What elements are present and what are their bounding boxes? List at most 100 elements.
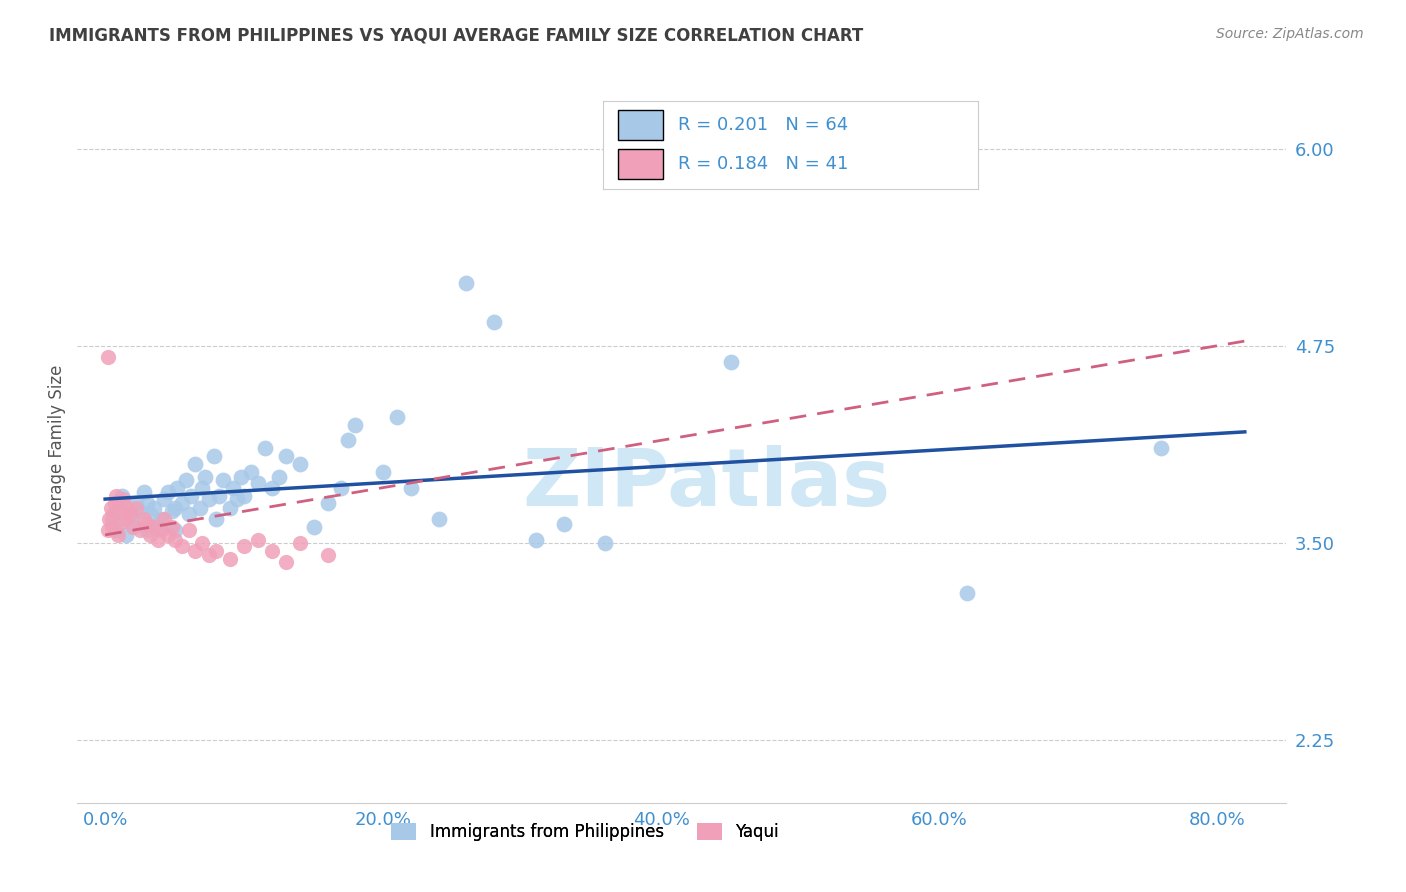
Point bbox=[107, 528, 129, 542]
Point bbox=[198, 491, 221, 506]
Point bbox=[149, 523, 172, 537]
Point bbox=[202, 449, 225, 463]
Point bbox=[427, 512, 450, 526]
Point bbox=[288, 457, 311, 471]
Point bbox=[180, 489, 202, 503]
Point bbox=[170, 496, 193, 510]
Point bbox=[152, 512, 174, 526]
Point bbox=[98, 512, 121, 526]
Point bbox=[128, 523, 150, 537]
Point bbox=[288, 535, 311, 549]
Point bbox=[125, 501, 148, 516]
Point bbox=[188, 501, 211, 516]
Point bbox=[231, 469, 253, 483]
Text: ZIPatlas: ZIPatlas bbox=[522, 445, 890, 523]
Point bbox=[138, 508, 160, 522]
Point bbox=[484, 315, 506, 329]
Point bbox=[184, 543, 207, 558]
Point bbox=[184, 457, 207, 471]
Point bbox=[97, 523, 120, 537]
Point bbox=[316, 496, 339, 510]
Point bbox=[111, 489, 134, 503]
Point bbox=[177, 523, 200, 537]
Point bbox=[112, 491, 135, 506]
Point bbox=[177, 508, 200, 522]
Point bbox=[101, 512, 124, 526]
Point bbox=[956, 586, 979, 600]
Point bbox=[132, 512, 155, 526]
Point bbox=[219, 551, 242, 566]
Point bbox=[205, 543, 228, 558]
Point bbox=[146, 533, 169, 547]
Point bbox=[132, 485, 155, 500]
Point bbox=[108, 516, 131, 531]
Point bbox=[120, 508, 142, 522]
Point bbox=[135, 496, 157, 510]
Point bbox=[163, 533, 186, 547]
Point bbox=[385, 409, 408, 424]
Point bbox=[105, 489, 128, 503]
Point bbox=[170, 539, 193, 553]
Point bbox=[160, 504, 183, 518]
Point bbox=[302, 520, 325, 534]
Point bbox=[253, 442, 276, 456]
Point bbox=[149, 512, 172, 526]
Point bbox=[97, 350, 120, 364]
Point bbox=[260, 481, 283, 495]
Point bbox=[128, 504, 150, 518]
Point bbox=[105, 523, 128, 537]
Point bbox=[100, 501, 122, 516]
Point bbox=[194, 469, 217, 483]
Point bbox=[191, 481, 214, 495]
Point bbox=[156, 485, 179, 500]
Point bbox=[160, 520, 183, 534]
Point bbox=[222, 481, 245, 495]
Point bbox=[456, 276, 478, 290]
Point bbox=[191, 535, 214, 549]
Point bbox=[115, 512, 138, 526]
Point bbox=[166, 481, 188, 495]
Point bbox=[233, 489, 256, 503]
Point bbox=[247, 533, 270, 547]
Point bbox=[152, 491, 174, 506]
Point bbox=[344, 417, 367, 432]
Point bbox=[260, 543, 283, 558]
Point bbox=[163, 501, 186, 516]
Point bbox=[1150, 442, 1173, 456]
Point bbox=[115, 528, 138, 542]
Point bbox=[226, 491, 249, 506]
Point bbox=[219, 501, 242, 516]
Point bbox=[138, 528, 160, 542]
Point bbox=[524, 533, 547, 547]
Point bbox=[212, 473, 235, 487]
Point bbox=[371, 465, 394, 479]
Point bbox=[163, 523, 186, 537]
Point bbox=[553, 516, 575, 531]
Text: Source: ZipAtlas.com: Source: ZipAtlas.com bbox=[1216, 27, 1364, 41]
Point bbox=[108, 501, 131, 516]
Point bbox=[146, 520, 169, 534]
Point bbox=[142, 501, 165, 516]
Point bbox=[122, 520, 145, 534]
Legend: Immigrants from Philippines, Yaqui: Immigrants from Philippines, Yaqui bbox=[385, 816, 786, 847]
Point bbox=[101, 520, 124, 534]
Point bbox=[104, 496, 127, 510]
Text: IMMIGRANTS FROM PHILIPPINES VS YAQUI AVERAGE FAMILY SIZE CORRELATION CHART: IMMIGRANTS FROM PHILIPPINES VS YAQUI AVE… bbox=[49, 27, 863, 45]
Point bbox=[122, 516, 145, 531]
Y-axis label: Average Family Size: Average Family Size bbox=[48, 365, 66, 532]
Point bbox=[316, 549, 339, 563]
Point bbox=[135, 516, 157, 531]
Point bbox=[111, 504, 134, 518]
Point bbox=[208, 489, 231, 503]
Point bbox=[198, 549, 221, 563]
Point bbox=[156, 528, 179, 542]
Point bbox=[274, 449, 297, 463]
Point bbox=[267, 469, 290, 483]
Point bbox=[720, 354, 742, 368]
Point bbox=[103, 508, 125, 522]
Point bbox=[205, 512, 228, 526]
Point bbox=[399, 481, 422, 495]
Point bbox=[233, 539, 256, 553]
Point bbox=[125, 496, 148, 510]
Point bbox=[135, 523, 157, 537]
